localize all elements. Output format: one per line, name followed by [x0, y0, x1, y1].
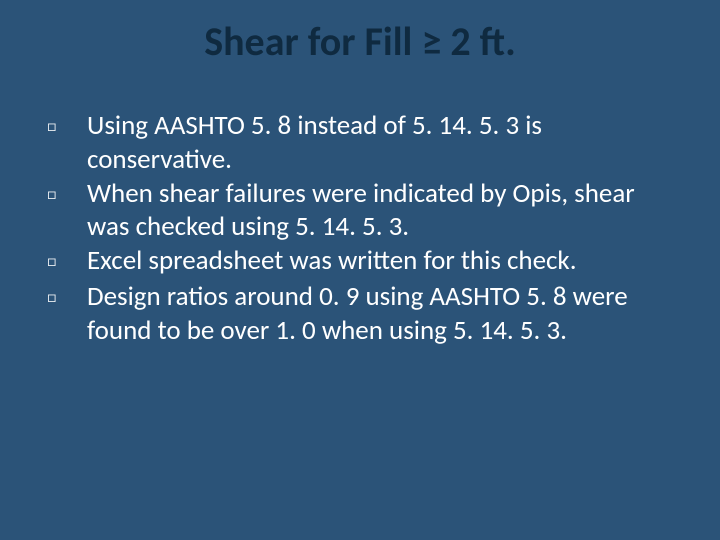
slide-title: Shear for Fill ≥ 2 ft.: [45, 20, 675, 64]
bullet-icon: □: [45, 280, 87, 316]
bullet-text: When shear failures were indicated by Op…: [87, 177, 675, 245]
bullet-text: Using AASHTO 5. 8 instead of 5. 14. 5. 3…: [87, 109, 675, 177]
bullet-icon: □: [45, 109, 87, 145]
bullet-icon: □: [45, 244, 87, 280]
bullet-text: Design ratios around 0. 9 using AASHTO 5…: [87, 280, 675, 348]
bullet-icon: □: [45, 177, 87, 213]
list-item: □ Using AASHTO 5. 8 instead of 5. 14. 5.…: [45, 109, 675, 177]
slide-body: □ Using AASHTO 5. 8 instead of 5. 14. 5.…: [45, 109, 675, 348]
bullet-text: Excel spreadsheet was written for this c…: [87, 244, 675, 278]
list-item: □ Excel spreadsheet was written for this…: [45, 244, 675, 280]
list-item: □ When shear failures were indicated by …: [45, 177, 675, 245]
list-item: □ Design ratios around 0. 9 using AASHTO…: [45, 280, 675, 348]
slide: Shear for Fill ≥ 2 ft. □ Using AASHTO 5.…: [0, 0, 720, 540]
